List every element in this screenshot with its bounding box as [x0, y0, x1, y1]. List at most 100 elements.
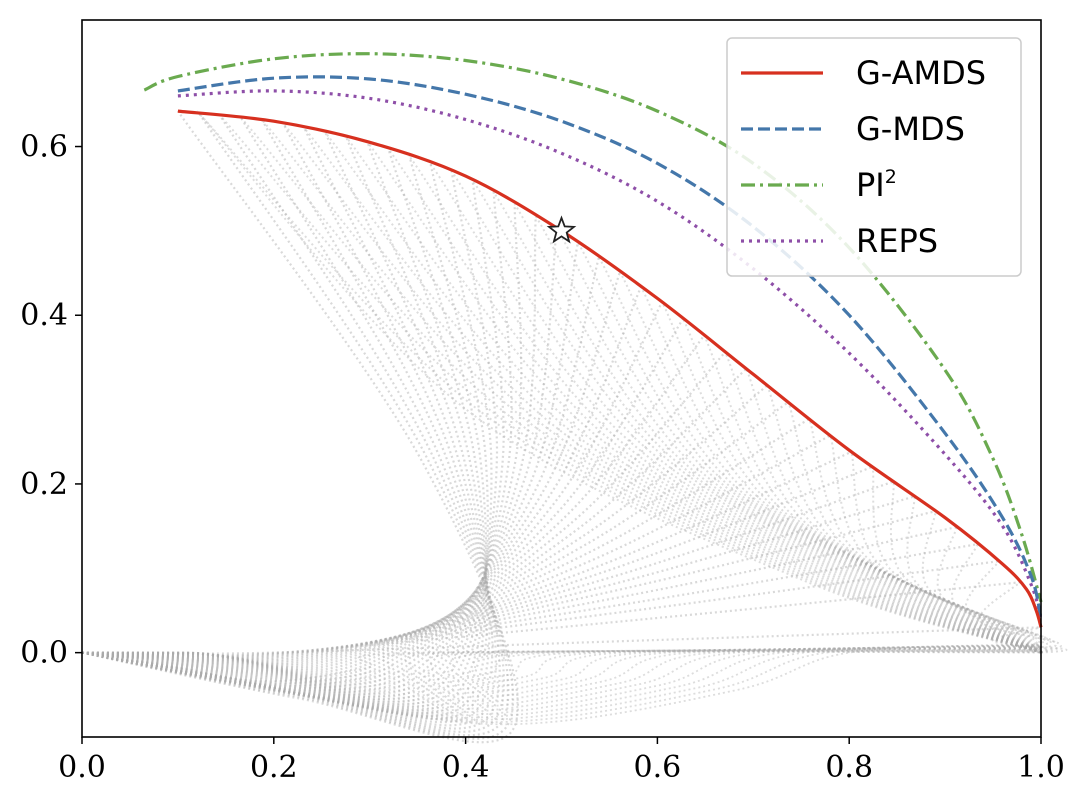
background-trajectory	[787, 401, 1042, 654]
y-tick-label: 0.6	[20, 130, 68, 165]
background-trajectory	[81, 148, 488, 712]
background-trajectory	[81, 495, 916, 661]
background-trajectory	[766, 385, 1042, 654]
series-line-g-amds	[177, 109, 1043, 628]
y-tick-label: 0.4	[20, 298, 68, 333]
background-trajectory	[81, 465, 874, 663]
background-trajectory	[81, 163, 493, 706]
background-trajectory	[81, 648, 1042, 696]
series-line-pi	[143, 52, 1043, 603]
background-trajectory	[978, 581, 1062, 654]
background-trajectory	[219, 114, 1042, 654]
background-trajectory	[471, 179, 1042, 654]
star-marker	[546, 215, 577, 244]
background-trajectory	[808, 418, 1042, 654]
background-trajectory	[871, 466, 1042, 654]
star-marker-layer	[546, 215, 577, 244]
background-trajectory	[81, 112, 515, 740]
legend-label-g-mds: G-MDS	[856, 110, 965, 148]
x-tick-label: 0.0	[58, 750, 106, 785]
background-trajectory	[81, 179, 505, 701]
background-trajectory	[81, 127, 494, 724]
background-trajectory	[81, 119, 501, 730]
background-trajectory	[81, 401, 790, 669]
background-trajectory	[387, 148, 1042, 654]
series-lines	[143, 52, 1043, 628]
background-trajectory	[81, 417, 810, 667]
background-trajectory	[81, 204, 523, 696]
background-trajectory	[408, 155, 1042, 654]
background-trajectory	[81, 318, 685, 678]
background-trajectory	[534, 215, 1042, 654]
background-trajectory	[366, 141, 1042, 654]
y-tick-label: 0.0	[20, 636, 68, 671]
background-trajectory	[81, 649, 1042, 694]
background-trajectory	[81, 242, 579, 688]
background-trajectory	[81, 526, 958, 659]
background-trajectory	[81, 645, 1042, 717]
background-trajectory	[81, 156, 489, 709]
background-trajectory	[240, 117, 1042, 654]
background-trajectory	[81, 122, 497, 727]
background-trajectories	[81, 110, 1068, 744]
background-trajectory	[661, 301, 1042, 654]
x-tick-label: 0.6	[634, 750, 682, 785]
background-trajectory	[81, 643, 1042, 724]
background-trajectory	[555, 227, 1042, 654]
axis-ticks: 0.0 0.2 0.4 0.6 0.8 1.0 0.0 0.2 0.4 0.6	[20, 130, 1065, 785]
background-trajectory	[492, 191, 1042, 654]
background-trajectory	[81, 228, 558, 691]
y-tick-label: 0.2	[20, 467, 68, 502]
x-tick-label: 0.8	[825, 750, 873, 785]
background-trajectory	[992, 626, 1068, 654]
background-trajectory	[703, 334, 1042, 654]
background-trajectory	[81, 480, 894, 662]
background-trajectory	[282, 122, 1042, 654]
background-trajectory	[81, 334, 706, 676]
x-tick-label: 1.0	[1017, 750, 1065, 785]
background-trajectory	[81, 648, 1042, 701]
background-trajectory	[81, 351, 727, 674]
series-line-reps	[177, 89, 1043, 620]
background-trajectory	[81, 271, 622, 684]
background-trajectory	[81, 132, 491, 721]
background-trajectory	[829, 435, 1042, 654]
background-trajectory	[81, 560, 1000, 658]
legend-box	[726, 37, 1022, 277]
background-trajectory	[598, 256, 1042, 654]
background-trajectory	[724, 351, 1042, 654]
legend: G-AMDS G-MDS PI2 REPS	[726, 37, 1022, 277]
legend-label-pi2-superscript: 2	[885, 166, 897, 188]
x-tick-label: 0.4	[442, 750, 490, 785]
background-trajectory	[906, 496, 1042, 654]
background-trajectory	[82, 626, 1042, 655]
axes-frame	[81, 19, 1042, 738]
background-trajectory	[81, 646, 1042, 710]
background-trajectory	[81, 647, 1042, 703]
background-trajectory	[81, 648, 1042, 699]
background-trajectory	[81, 644, 1042, 719]
background-trajectory	[850, 451, 1042, 654]
legend-label-g-amds: G-AMDS	[856, 54, 986, 92]
background-trajectory	[324, 131, 1042, 654]
x-tick-label: 0.2	[250, 750, 298, 785]
background-trajectory	[196, 110, 1042, 654]
legend-label-reps: REPS	[856, 222, 938, 260]
background-trajectory	[81, 301, 664, 680]
background-trajectory	[81, 644, 1042, 721]
background-trajectory	[81, 646, 1042, 712]
legend-label-pi2: PI2	[856, 166, 897, 204]
background-trajectory	[81, 256, 600, 686]
background-trajectory	[81, 192, 513, 698]
background-trajectory	[81, 114, 510, 737]
background-trajectory	[81, 581, 1021, 657]
background-trajectory	[640, 286, 1042, 654]
background-trajectory	[513, 203, 1042, 654]
background-trajectory	[951, 543, 1053, 654]
background-trajectory	[81, 216, 537, 693]
background-trajectory	[81, 117, 505, 733]
background-trajectory	[81, 286, 643, 682]
background-trajectory	[936, 526, 1048, 654]
background-trajectory	[81, 367, 748, 672]
